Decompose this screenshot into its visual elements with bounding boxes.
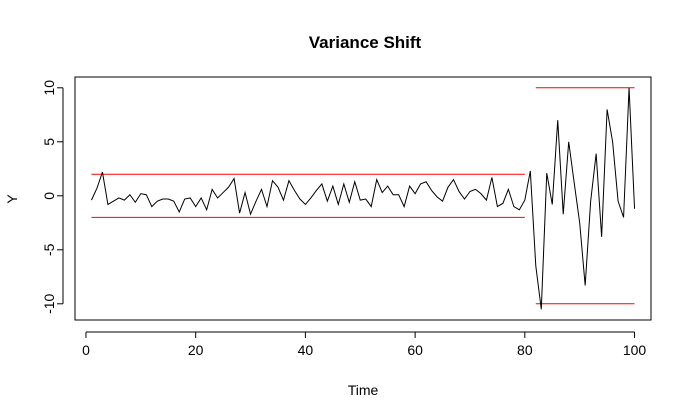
x-tick-label: 40 (298, 342, 314, 358)
y-tick-label: 5 (41, 138, 57, 146)
series-line-0 (91, 87, 636, 310)
chart-title: Variance Shift (309, 33, 422, 52)
x-tick-label: 80 (517, 342, 533, 358)
x-tick-label: 20 (188, 342, 204, 358)
y-tick-label: -5 (41, 243, 57, 256)
x-tick-label: 60 (407, 342, 423, 358)
y-tick-label: 0 (41, 192, 57, 200)
y-axis: 10 5 0 -5 -10 (41, 80, 64, 314)
x-axis: 0 20 40 60 80 100 (82, 331, 647, 358)
x-tick-label: 0 (82, 342, 90, 358)
y-axis-label: Y (4, 194, 20, 204)
y-tick-label: 10 (41, 80, 57, 96)
y-tick-label: -10 (41, 293, 57, 313)
plot-frame (74, 76, 652, 321)
x-axis-label: Time (348, 382, 379, 398)
series-lines (91, 87, 636, 310)
x-tick-label: 100 (623, 342, 647, 358)
reference-lines (91, 87, 635, 305)
